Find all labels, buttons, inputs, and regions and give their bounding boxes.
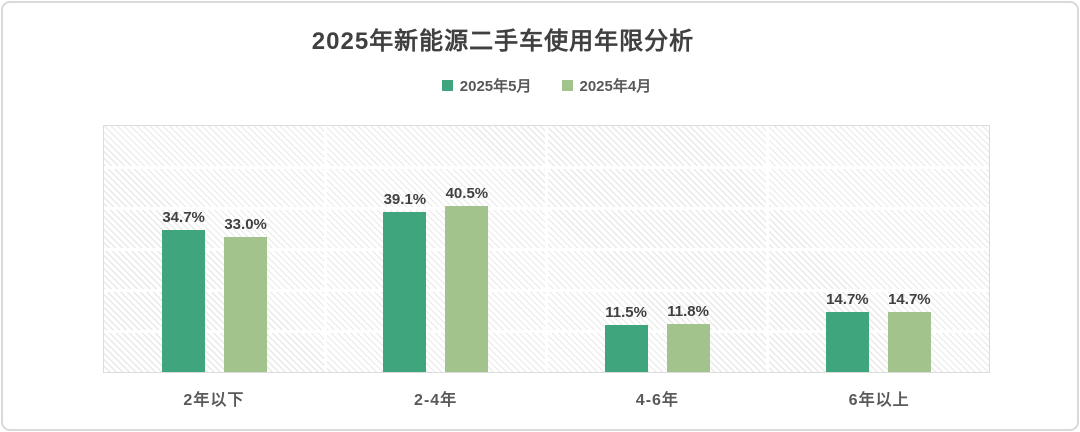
bar-value-label: 39.1% (383, 190, 427, 208)
bar-value-label: 14.7% (826, 290, 869, 308)
bar-column: 11.8% (666, 126, 710, 372)
bar-value-label: 11.5% (605, 303, 647, 321)
gridline-vertical (323, 126, 327, 372)
category-label: 2-4年 (414, 392, 458, 409)
bar (666, 323, 710, 372)
bar-column: 14.7% (887, 126, 931, 372)
bar-column: 39.1% (383, 126, 427, 372)
gridline-vertical (545, 126, 548, 372)
bar-group: 34.7% 33.0% (104, 126, 325, 372)
bar-column: 14.7% (825, 126, 869, 372)
bar-value-label: 34.7% (162, 208, 205, 226)
bar (445, 205, 489, 372)
bar-column: 11.5% (604, 126, 648, 372)
bar (162, 229, 206, 372)
bar-group: 14.7% 14.7% (768, 126, 989, 372)
bar (887, 311, 931, 372)
bar-group: 11.5% 11.8% (547, 126, 768, 372)
x-axis-labels: 2年以下 2-4年 4-6年 6年以上 (103, 386, 990, 410)
bar (383, 211, 427, 372)
legend-label-april: 2025年4月 (579, 78, 652, 95)
legend-label-may: 2025年5月 (459, 78, 532, 95)
chart-title: 2025年新能源二手车使用年限分析 (311, 28, 695, 55)
category-label: 4-6年 (635, 392, 679, 409)
bar-column: 40.5% (445, 126, 489, 372)
bar (604, 324, 648, 372)
legend-item-april: 2025年4月 (561, 75, 652, 96)
bar (825, 311, 869, 372)
bar-group: 39.1% 40.5% (325, 126, 546, 372)
legend-swatch-april-icon (561, 80, 573, 91)
bar-value-label: 11.8% (667, 302, 709, 320)
bar-column: 33.0% (224, 126, 268, 372)
bar-value-label: 14.7% (888, 290, 931, 308)
category-label: 6年以上 (848, 392, 910, 409)
bar-value-label: 40.5% (445, 184, 489, 202)
legend-item-may: 2025年5月 (441, 75, 532, 96)
bar (224, 236, 268, 372)
plot-area: 34.7% 33.0% 39.1% 40.5% 11.5% 11.8% 14.7% 14.7% (103, 125, 990, 373)
category-label: 2年以下 (183, 392, 245, 409)
legend: 2025年5月 2025年4月 (103, 75, 990, 96)
legend-swatch-may-icon (441, 80, 453, 91)
bar-column: 34.7% (162, 126, 206, 372)
bar-value-label: 33.0% (224, 215, 267, 233)
gridline-vertical (766, 126, 770, 372)
